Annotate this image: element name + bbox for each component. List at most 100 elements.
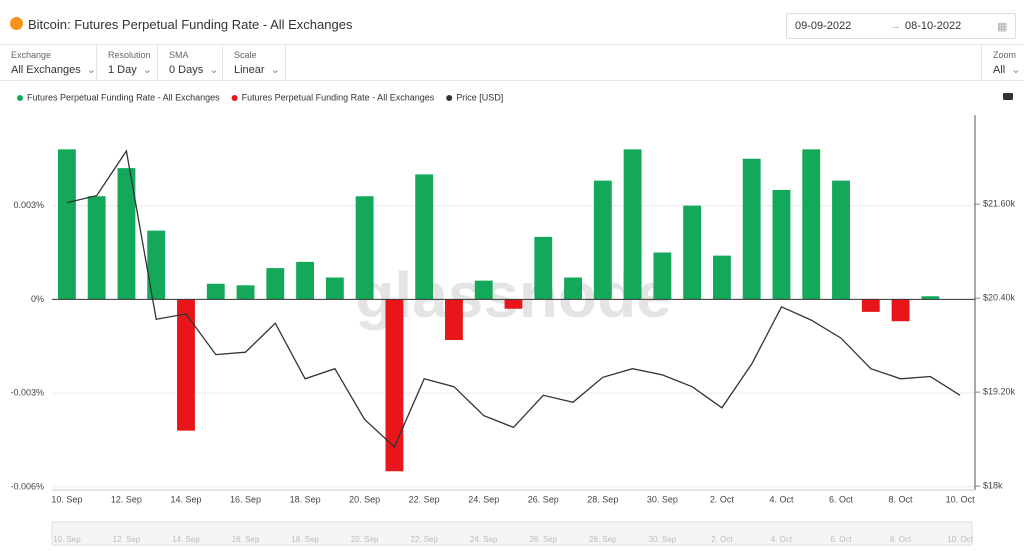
bar [564,277,582,300]
bar [177,299,195,431]
navigator-label: 4. Oct [771,535,793,544]
navigator-label: 28. Sep [589,535,617,544]
value[interactable]: All Exchanges [11,63,96,76]
x-tick-label: 2. Oct [710,494,735,504]
bar [385,299,404,472]
bar [266,268,285,300]
controls: Exchange All Exchanges Resolution 1 Day SM… [0,45,1024,81]
label: SMA [169,50,189,60]
bar [206,283,225,300]
bar [87,196,106,300]
bar [861,299,880,312]
bar [534,236,553,300]
y-tick-label: -0.006% [10,481,44,491]
navigator-label: 18. Sep [291,535,319,544]
label: Scale [234,50,257,60]
camera-icon[interactable] [1003,93,1013,100]
bar [415,174,434,300]
value[interactable]: 1 Day [108,63,152,76]
coin-icon [10,17,23,30]
legend-label: Futures Perpetual Funding Rate - All Exc… [242,92,435,102]
y2-tick-label: $19.20k [983,387,1016,397]
navigator-label: 12. Sep [113,535,141,544]
navigator-label: 26. Sep [529,535,557,544]
legend-dot [231,95,238,101]
bar [653,252,672,300]
y2-tick-label: $20.40k [983,293,1016,303]
x-tick-label: 22. Sep [409,494,440,504]
date-to[interactable]: 08-10-2022 [905,20,962,32]
navigator-label: 8. Oct [890,535,912,544]
bar [742,158,761,300]
date-from[interactable]: 09-09-2022 [795,20,852,32]
x-tick-label: 20. Sep [349,494,380,504]
bar [772,190,791,300]
sma-select[interactable]: SMA 0 Days [158,45,223,80]
bar [683,205,702,300]
navigator-label: 10. Oct [947,535,974,544]
legend-label: Futures Perpetual Funding Rate - All Exc… [27,92,220,102]
navigator-label: 10. Sep [53,535,81,544]
y2-tick-label: $21.60k [983,199,1016,209]
navigator-label: 14. Sep [172,535,200,544]
header: Bitcoin: Futures Perpetual Funding Rate … [0,0,1024,45]
legend-label: Price [USD] [456,92,503,102]
calendar-icon[interactable]: ▦ [997,21,1008,33]
value[interactable]: All [993,63,1020,76]
y2-tick-label: $18k [983,480,1003,490]
bar [296,261,315,300]
bar [325,277,344,300]
bar [57,149,76,300]
x-tick-label: 6. Oct [829,494,854,504]
date-range[interactable]: 09-09-2022 → 08-10-2022 ▦ [786,13,1016,39]
x-tick-label: 10. Oct [946,494,976,504]
exchange-select[interactable]: Exchange All Exchanges [0,45,97,80]
bar [445,299,463,340]
price-line [66,149,961,448]
x-tick-label: 10. Sep [51,494,82,504]
navigator[interactable] [51,521,973,546]
bar [623,149,642,300]
resolution-select[interactable]: Resolution 1 Day [97,45,158,80]
y-tick-label: 0% [31,294,44,304]
x-tick-label: 24. Sep [468,494,499,504]
bar [147,230,166,300]
x-tick-label: 30. Sep [647,494,678,504]
bar [117,168,136,300]
navigator-label: 6. Oct [830,535,852,544]
navigator-label: 16. Sep [232,535,260,544]
y-tick-label: 0.003% [13,200,44,210]
x-tick-label: 26. Sep [528,494,559,504]
x-tick-label: 14. Sep [170,494,201,504]
navigator-label: 22. Sep [410,535,438,544]
label: Resolution [108,50,151,60]
bar [921,296,940,300]
navigator-label: 24. Sep [470,535,498,544]
bar [802,149,821,300]
x-tick-label: 28. Sep [587,494,618,504]
bar [712,255,731,300]
value[interactable]: 0 Days [169,63,218,76]
x-tick-label: 16. Sep [230,494,261,504]
legend-dot [446,95,453,101]
x-tick-label: 4. Oct [769,494,794,504]
bar [891,299,910,322]
y-tick-label: -0.003% [10,388,44,398]
title: Bitcoin: Futures Perpetual Funding Rate … [28,17,353,32]
x-tick-label: 12. Sep [111,494,142,504]
bar [504,299,523,309]
value[interactable]: Linear [234,63,280,76]
legend-dot [17,95,23,101]
arrow: → [890,20,901,32]
zoom-select[interactable]: Zoom All [981,45,1024,80]
label: Zoom [993,50,1017,60]
x-tick-label: 18. Sep [290,494,321,504]
bar [236,285,255,300]
watermark: glassnode [355,259,672,331]
scale-select[interactable]: Scale Linear [223,45,286,80]
navigator-label: 20. Sep [351,535,379,544]
bar [832,180,850,300]
navigator-label: 30. Sep [649,535,677,544]
